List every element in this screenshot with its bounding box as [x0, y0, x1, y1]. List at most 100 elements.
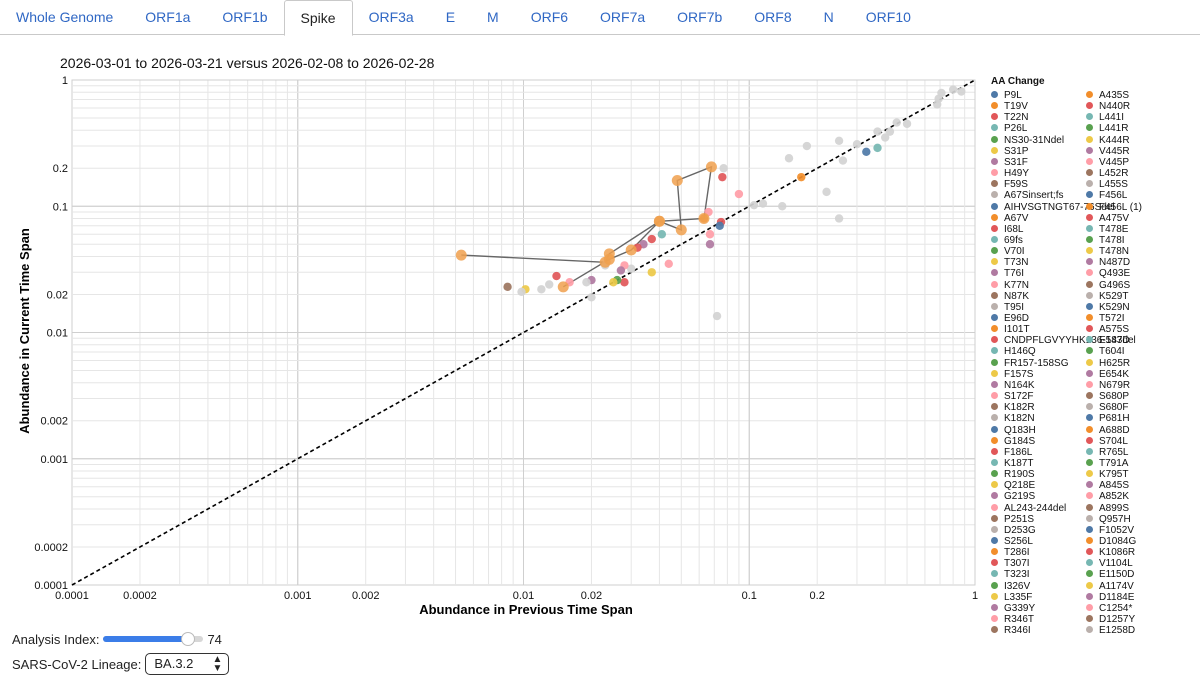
legend-item[interactable]: K1086R: [1086, 547, 1135, 558]
legend-item[interactable]: T286I: [991, 547, 1030, 558]
data-point[interactable]: [834, 136, 844, 145]
legend-item[interactable]: T478E: [1086, 224, 1128, 235]
legend-item[interactable]: T478I: [1086, 235, 1125, 246]
data-point[interactable]: [503, 282, 512, 292]
legend-item[interactable]: D1257Y: [1086, 614, 1135, 625]
analysis-index-slider[interactable]: [103, 632, 204, 646]
data-point[interactable]: [822, 187, 831, 197]
legend-item[interactable]: Q183H: [991, 425, 1036, 436]
legend-item[interactable]: I68L: [991, 224, 1023, 235]
data-point[interactable]: [784, 154, 794, 163]
data-point[interactable]: [719, 164, 728, 173]
legend-item[interactable]: K182R: [991, 402, 1035, 413]
tab-orf10[interactable]: ORF10: [865, 9, 911, 25]
trajectory-point[interactable]: [653, 215, 665, 227]
legend-item[interactable]: FR157-158SG: [991, 358, 1068, 369]
data-point[interactable]: [582, 278, 591, 287]
tab-orf3a[interactable]: ORF3a: [368, 9, 414, 25]
legend-item[interactable]: P26L: [991, 123, 1027, 134]
legend-item[interactable]: T76I: [991, 268, 1024, 279]
legend-item[interactable]: A575S: [1086, 324, 1129, 335]
data-point[interactable]: [873, 127, 882, 136]
legend-item[interactable]: Q218E: [991, 480, 1035, 491]
lineage-select[interactable]: BA.3.2 ▲ ▼: [145, 653, 230, 675]
data-point[interactable]: [657, 230, 667, 239]
data-point[interactable]: [932, 100, 942, 109]
data-point[interactable]: [802, 141, 812, 151]
legend-item[interactable]: AIHVSGTNGT67-76Sdel: [991, 202, 1115, 213]
legend-item[interactable]: A899S: [1086, 503, 1129, 514]
data-point[interactable]: [537, 285, 546, 294]
legend-item[interactable]: S256L: [991, 536, 1033, 547]
legend-item[interactable]: E1150D: [1086, 569, 1134, 580]
data-point[interactable]: [948, 85, 958, 94]
data-point[interactable]: [712, 311, 722, 321]
data-point[interactable]: [715, 221, 724, 231]
trajectory-point[interactable]: [455, 249, 467, 261]
legend-item[interactable]: V70I: [991, 246, 1025, 257]
legend-item[interactable]: L441R: [1086, 123, 1128, 134]
data-point[interactable]: [609, 278, 618, 287]
legend-item[interactable]: V445P: [1086, 157, 1129, 168]
legend-item[interactable]: K795T: [1086, 469, 1128, 480]
data-point[interactable]: [957, 87, 966, 96]
legend-item[interactable]: E1258D: [1086, 625, 1135, 636]
legend-item[interactable]: G219S: [991, 491, 1035, 502]
legend-item[interactable]: T478N: [1086, 246, 1129, 257]
trajectory-point[interactable]: [698, 212, 710, 224]
legend-item[interactable]: S680F: [1086, 402, 1128, 413]
legend-item[interactable]: H146Q: [991, 346, 1036, 357]
data-point[interactable]: [718, 172, 727, 182]
tab-orf8[interactable]: ORF8: [754, 9, 792, 25]
legend-item[interactable]: F456L (1): [1086, 202, 1142, 213]
legend-item[interactable]: P251S: [991, 514, 1034, 525]
legend-item[interactable]: AL243-244del: [991, 503, 1066, 514]
legend-item[interactable]: 69fs: [991, 235, 1023, 246]
legend-item[interactable]: G496S: [1086, 280, 1130, 291]
tab-whole-genome[interactable]: Whole Genome: [16, 9, 114, 25]
legend-item[interactable]: S704L: [1086, 436, 1128, 447]
trajectory-point[interactable]: [675, 224, 687, 236]
legend-item[interactable]: E96D: [991, 313, 1029, 324]
legend-item[interactable]: A852K: [1086, 491, 1129, 502]
data-point[interactable]: [838, 156, 848, 165]
legend-item[interactable]: R190S: [991, 469, 1035, 480]
data-point[interactable]: [778, 202, 787, 211]
legend-item[interactable]: K529N: [1086, 302, 1130, 313]
data-point[interactable]: [517, 287, 526, 297]
legend-item[interactable]: D1184E: [1086, 592, 1134, 603]
legend-item[interactable]: L455S: [1086, 179, 1128, 190]
tab-orf1a[interactable]: ORF1a: [145, 9, 191, 25]
data-point[interactable]: [902, 119, 912, 128]
data-point[interactable]: [852, 140, 862, 149]
legend-item[interactable]: S31F: [991, 157, 1028, 168]
legend-item[interactable]: D1084G: [1086, 536, 1136, 547]
legend-item[interactable]: T19V: [991, 101, 1028, 112]
legend-item[interactable]: T22N: [991, 112, 1028, 123]
data-point[interactable]: [627, 264, 636, 273]
data-point[interactable]: [647, 234, 656, 244]
data-point[interactable]: [880, 133, 890, 142]
legend-item[interactable]: F186L: [991, 447, 1032, 458]
tab-orf1b[interactable]: ORF1b: [222, 9, 268, 25]
trajectory-point[interactable]: [625, 244, 637, 256]
legend-item[interactable]: E583D: [1086, 335, 1130, 346]
legend-item[interactable]: H625R: [1086, 358, 1130, 369]
data-point[interactable]: [834, 214, 844, 223]
legend-item[interactable]: S680P: [1086, 391, 1129, 402]
legend-item[interactable]: L335F: [991, 592, 1032, 603]
trajectory-point[interactable]: [671, 174, 683, 186]
legend-item[interactable]: A67Sinsert;fs: [991, 190, 1063, 201]
slider-thumb[interactable]: [181, 632, 196, 646]
legend-item[interactable]: C1254*: [1086, 603, 1132, 614]
legend-item[interactable]: N87K: [991, 291, 1029, 302]
data-point[interactable]: [705, 240, 715, 249]
legend-item[interactable]: R346T: [991, 614, 1034, 625]
data-point[interactable]: [545, 280, 554, 289]
data-point[interactable]: [705, 230, 715, 239]
legend-item[interactable]: V1104L: [1086, 558, 1133, 569]
legend-item[interactable]: E654K: [1086, 369, 1129, 380]
legend-item[interactable]: N679R: [1086, 380, 1130, 391]
legend-item[interactable]: F157S: [991, 369, 1033, 380]
legend-item[interactable]: CNDPFLGVYYHK136-147del: [991, 335, 1136, 346]
